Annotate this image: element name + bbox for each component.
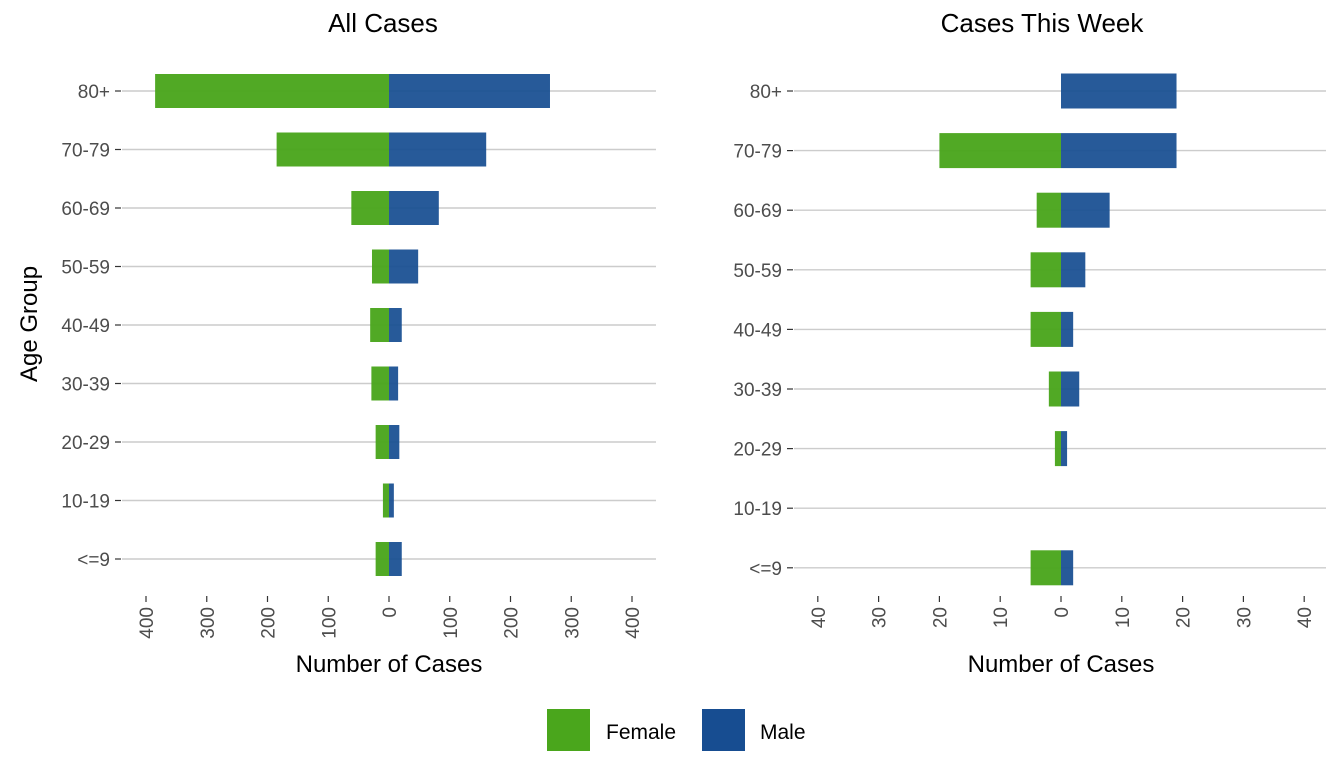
- x-tick-label: 100: [441, 607, 462, 639]
- x-tick-label: 20: [1174, 607, 1195, 628]
- bar-male-80plus: [389, 74, 550, 108]
- legend-swatch-male: [702, 709, 745, 751]
- y-tick-label-10-19: 10-19: [61, 492, 110, 513]
- bar-female-60-69: [1036, 192, 1061, 228]
- y-tick-label-20-29: 20-29: [733, 440, 782, 461]
- x-tick-label: 40: [809, 607, 830, 628]
- legend-swatch-female: [547, 709, 590, 751]
- y-tick-label-40-49: 40-49: [733, 320, 782, 341]
- x-tick-label: 200: [259, 607, 280, 639]
- legend-label-female: Female: [606, 721, 676, 744]
- bar-female-70-79: [939, 133, 1061, 169]
- bar-female-20-29: [375, 425, 389, 459]
- legend: Female Male: [547, 709, 806, 751]
- bar-male-10-19: [389, 483, 394, 518]
- y-tick-label-70-79: 70-79: [61, 141, 110, 162]
- y-axis: 80+ 70-79 60-69 50-59 40-49 30-39 20-29 10-19 <=…: [733, 82, 793, 580]
- x-tick-label: 30: [1234, 607, 1255, 628]
- panel-all-cases: All Cases Age Group Number of Cases 80+ 7…: [16, 8, 656, 678]
- x-tick-label: 100: [319, 607, 340, 639]
- bar-female-10-19: [382, 483, 389, 518]
- y-tick-label-80plus: 80+: [750, 82, 782, 103]
- x-tick-label: 400: [623, 607, 644, 639]
- x-tick-label: 200: [502, 607, 523, 639]
- y-tick-label-le9: <=9: [749, 559, 782, 580]
- y-axis-title: Age Group: [16, 266, 43, 382]
- x-tick-label: 10: [1113, 607, 1134, 628]
- x-tick-label: 400: [137, 607, 158, 639]
- y-tick-label-le9: <=9: [77, 550, 110, 571]
- bar-male-20-29: [1061, 431, 1068, 467]
- y-tick-label-10-19: 10-19: [733, 499, 782, 520]
- chart-title-all-cases: All Cases: [328, 8, 438, 38]
- bar-female-le9: [1030, 550, 1061, 586]
- bar-male-le9: [1061, 550, 1074, 586]
- x-tick-label: 0: [1052, 607, 1073, 618]
- bar-female-le9: [375, 542, 389, 576]
- x-tick-label: 0: [380, 607, 401, 618]
- bar-male-le9: [389, 542, 402, 576]
- x-axis-title-all-cases: Number of Cases: [296, 651, 483, 678]
- y-tick-label-30-39: 30-39: [733, 380, 782, 401]
- x-tick-label: 10: [991, 607, 1012, 628]
- bar-female-40-49: [370, 308, 389, 342]
- y-tick-label-40-49: 40-49: [61, 316, 110, 337]
- x-tick-label: 40: [1295, 607, 1316, 628]
- x-tick-label: 300: [562, 607, 583, 639]
- y-tick-label-60-69: 60-69: [61, 199, 110, 220]
- bar-female-40-49: [1030, 311, 1061, 347]
- y-axis: 80+ 70-79 60-69 50-59 40-49 30-39 20-29 10-19 <=…: [61, 82, 121, 571]
- bar-female-70-79: [276, 132, 389, 167]
- bar-male-70-79: [389, 132, 487, 167]
- chart-title-cases-this-week: Cases This Week: [941, 8, 1145, 38]
- y-tick-label-30-39: 30-39: [61, 375, 110, 396]
- bar-male-50-59: [1061, 252, 1086, 288]
- y-tick-label-50-59: 50-59: [733, 261, 782, 282]
- bar-male-30-39: [389, 366, 399, 401]
- bar-male-40-49: [389, 308, 402, 342]
- bar-male-80plus: [1061, 73, 1177, 109]
- bar-male-40-49: [1061, 311, 1074, 347]
- x-axis: 40 30 20 10 0 10 20 30 40: [809, 596, 1316, 628]
- bar-female-20-29: [1054, 431, 1061, 467]
- bars: [939, 73, 1177, 586]
- x-tick-label: 20: [930, 607, 951, 628]
- y-tick-label-20-29: 20-29: [61, 433, 110, 454]
- bars: [155, 74, 550, 576]
- bar-female-50-59: [1030, 252, 1061, 288]
- panel-cases-this-week: Cases This Week Number of Cases 80+ 70-79…: [733, 8, 1326, 678]
- bar-female-30-39: [371, 366, 389, 401]
- y-tick-label-60-69: 60-69: [733, 201, 782, 222]
- x-axis: 400 300 200 100 0 100 200 300 400: [137, 596, 644, 639]
- y-tick-label-70-79: 70-79: [733, 142, 782, 163]
- bar-male-70-79: [1061, 133, 1177, 169]
- bar-female-60-69: [351, 191, 389, 225]
- x-axis-title-cases-this-week: Number of Cases: [968, 651, 1155, 678]
- y-tick-label-80plus: 80+: [78, 82, 110, 103]
- bar-female-30-39: [1048, 371, 1061, 407]
- bar-female-80plus: [155, 74, 389, 108]
- bar-male-60-69: [1061, 192, 1110, 228]
- bar-male-50-59: [389, 249, 419, 284]
- y-tick-label-50-59: 50-59: [61, 258, 110, 279]
- bar-male-30-39: [1061, 371, 1080, 407]
- bar-male-60-69: [389, 191, 439, 225]
- bar-female-50-59: [371, 249, 389, 284]
- bar-male-20-29: [389, 425, 400, 459]
- x-tick-label: 30: [870, 607, 891, 628]
- legend-label-male: Male: [760, 721, 806, 744]
- x-tick-label: 300: [198, 607, 219, 639]
